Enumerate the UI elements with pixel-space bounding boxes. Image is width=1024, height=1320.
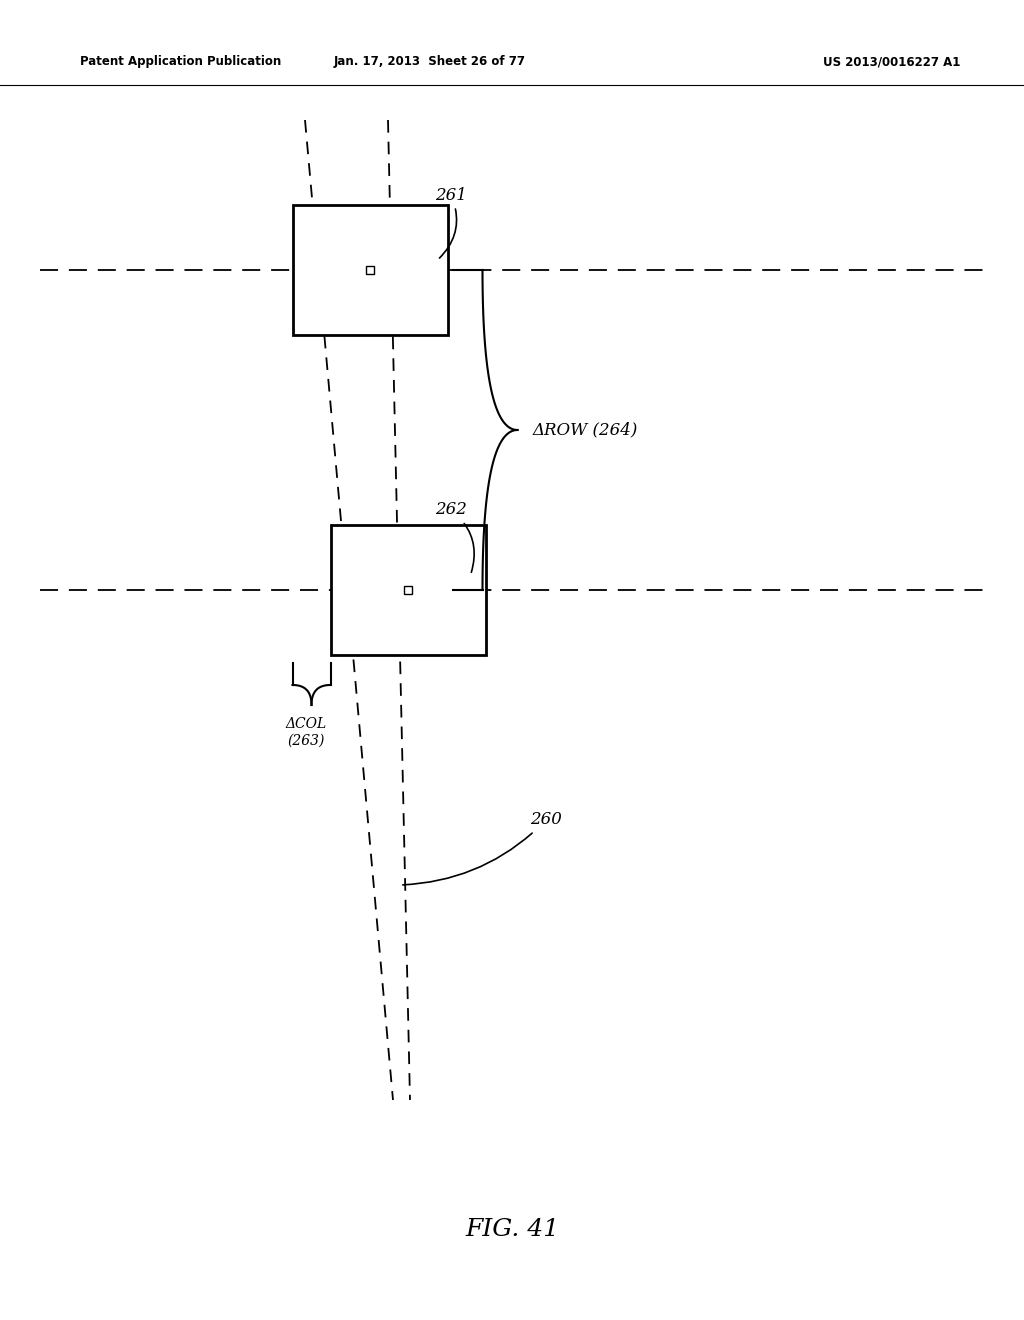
- Text: ΔROW (264): ΔROW (264): [532, 421, 638, 438]
- Text: Patent Application Publication: Patent Application Publication: [80, 55, 282, 69]
- Text: FIG. 41: FIG. 41: [465, 1218, 559, 1242]
- Text: US 2013/0016227 A1: US 2013/0016227 A1: [822, 55, 961, 69]
- Text: Jan. 17, 2013  Sheet 26 of 77: Jan. 17, 2013 Sheet 26 of 77: [334, 55, 526, 69]
- Bar: [293, 205, 447, 335]
- Bar: [366, 267, 374, 275]
- Text: 261: 261: [435, 186, 467, 259]
- Bar: [331, 525, 485, 655]
- Text: 260: 260: [402, 812, 562, 884]
- Text: 262: 262: [435, 502, 474, 573]
- Text: ΔCOL
(263): ΔCOL (263): [286, 717, 327, 747]
- Bar: [404, 586, 412, 594]
